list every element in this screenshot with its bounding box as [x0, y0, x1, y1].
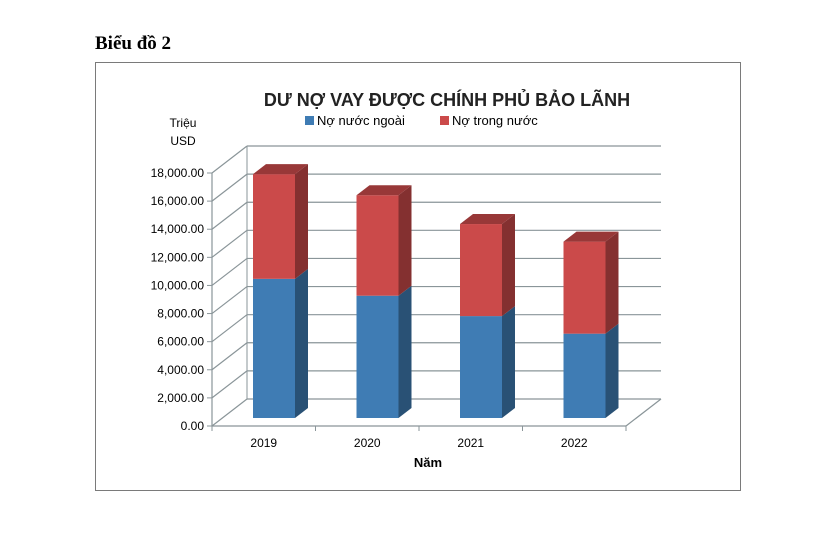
y-tick-label: 4,000.00	[157, 363, 204, 377]
y-tick-label: 18,000.00	[151, 166, 205, 180]
x-tick-label: 2019	[250, 436, 277, 450]
bar-front-Nợ trong nước	[356, 195, 399, 296]
x-tick-label: 2020	[354, 436, 381, 450]
side-gridline	[211, 229, 248, 258]
side-gridline	[211, 201, 248, 230]
chart-frame	[95, 62, 741, 491]
y-axis-label: USD	[170, 134, 196, 148]
side-gridline	[211, 398, 248, 427]
y-tick-label: 2,000.00	[157, 391, 204, 405]
legend-label: Nợ trong nước	[452, 113, 538, 128]
y-tick-label: 8,000.00	[157, 307, 204, 321]
bar-front-Nợ nước ngoài	[460, 316, 502, 418]
bar-side	[502, 306, 515, 418]
bar-side	[605, 231, 619, 334]
y-tick-label: 10,000.00	[151, 278, 205, 292]
y-tick-label: 6,000.00	[157, 335, 204, 349]
floor-edge	[625, 398, 662, 427]
bar-front-Nợ trong nước	[460, 224, 502, 317]
bar-top	[356, 185, 412, 196]
chart-title: DƯ NỢ VAY ĐƯỢC CHÍNH PHỦ BẢO LÃNH	[264, 89, 630, 110]
bar-front-Nợ trong nước	[253, 174, 295, 279]
bar-front-Nợ trong nước	[563, 241, 606, 334]
y-tick-label: 12,000.00	[151, 250, 205, 264]
bar-top	[460, 214, 515, 225]
side-gridline	[211, 145, 248, 174]
bar-side	[295, 164, 308, 279]
side-gridline	[211, 173, 248, 202]
bar-top	[253, 164, 308, 175]
bar-side	[398, 185, 412, 296]
side-gridline	[211, 286, 248, 315]
bar-front-Nợ nước ngoài	[563, 333, 606, 418]
legend-swatch	[305, 116, 314, 125]
bar-top	[563, 231, 619, 242]
bar-side	[398, 285, 412, 418]
side-gridline	[211, 342, 248, 371]
figure-heading: Biểu đồ 2	[95, 33, 172, 54]
x-axis-label: Năm	[414, 455, 442, 470]
bar-side	[502, 214, 515, 317]
x-tick-label: 2021	[457, 436, 484, 450]
legend-label: Nợ nước ngoài	[317, 113, 405, 128]
y-tick-label: 16,000.00	[151, 194, 205, 208]
legend-swatch	[440, 116, 449, 125]
bar-front-Nợ nước ngoài	[253, 278, 295, 418]
side-gridline	[211, 257, 248, 286]
bar-front-Nợ nước ngoài	[356, 295, 399, 418]
y-tick-label: 0.00	[181, 419, 205, 433]
y-tick-label: 14,000.00	[151, 222, 205, 236]
side-gridline	[211, 314, 248, 343]
y-axis-label: Triệu	[170, 116, 197, 130]
bar-side	[295, 268, 308, 418]
x-tick-label: 2022	[561, 436, 588, 450]
bar-side	[605, 323, 619, 418]
side-gridline	[211, 370, 248, 399]
